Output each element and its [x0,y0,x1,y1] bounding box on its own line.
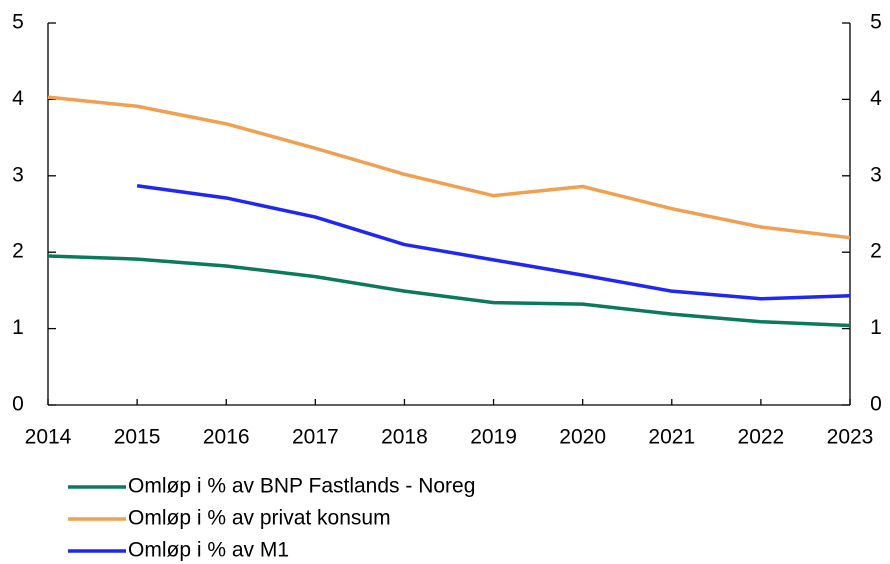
y-tick-label: 2 [12,240,24,263]
legend-label: Omløp i % av M1 [128,539,289,562]
y-tick-label: 1 [12,316,24,339]
y-tick-label: 3 [12,163,24,186]
series-line [47,95,851,240]
y2-tick-label: 4 [870,87,882,110]
series-line [136,183,851,301]
series-line [47,254,851,328]
y-tick-label: 4 [12,87,24,110]
x-tick-label: 2017 [292,426,339,449]
x-tick-label: 2018 [381,426,428,449]
legend-label: Omløp i % av BNP Fastlands - Noreg [128,475,475,498]
x-tick-label: 2019 [470,426,517,449]
x-tick-label: 2021 [648,426,695,449]
y-tick-label: 5 [12,11,24,34]
y2-tick-label: 2 [870,240,882,263]
x-tick-label: 2022 [738,426,785,449]
x-tick-label: 2015 [114,426,161,449]
x-tick-label: 2014 [25,426,72,449]
y-tick-label: 0 [12,393,24,416]
y2-tick-label: 1 [870,316,882,339]
x-tick-label: 2020 [559,426,606,449]
x-tick-label: 2023 [827,426,874,449]
legend-label: Omløp i % av privat konsum [128,507,391,530]
x-tick-label: 2016 [203,426,250,449]
y2-tick-label: 0 [870,393,882,416]
y2-tick-label: 3 [870,163,882,186]
y2-tick-label: 5 [870,11,882,34]
